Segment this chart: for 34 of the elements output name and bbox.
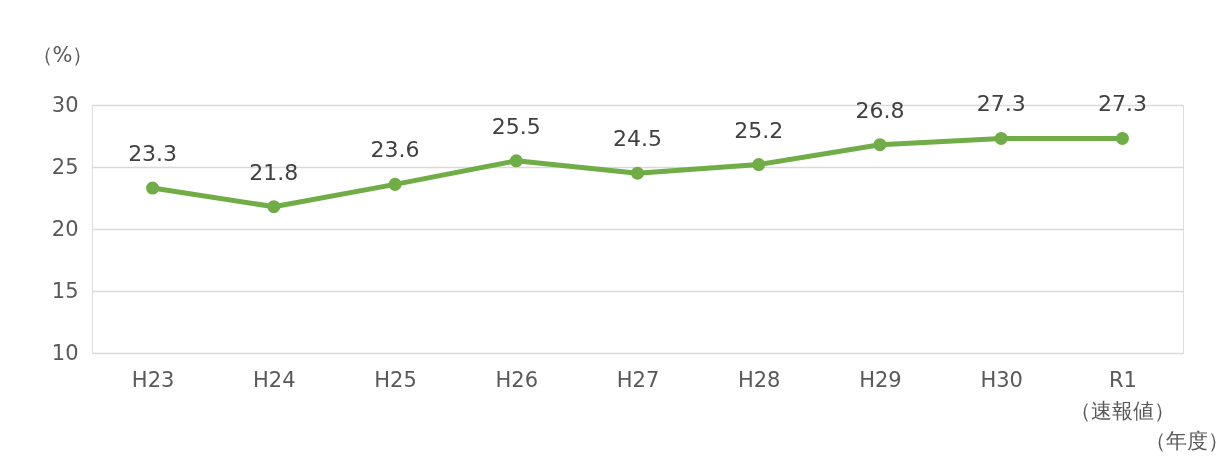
- x-tick-label: H29: [859, 367, 902, 392]
- point: [267, 200, 281, 214]
- y-tick-label: 15: [51, 278, 79, 303]
- y-tick-label: 25: [51, 154, 79, 179]
- data-label: 23.6: [370, 137, 420, 163]
- data-label: 27.3: [976, 91, 1026, 117]
- y-axis-title: （%）: [31, 42, 94, 67]
- point: [873, 138, 887, 152]
- y-tick-label: 20: [51, 216, 79, 241]
- point: [1115, 131, 1129, 145]
- data-label: 27.3: [1097, 91, 1147, 117]
- point: [994, 131, 1008, 145]
- point: [146, 181, 160, 195]
- data-label: 21.8: [249, 159, 299, 185]
- data-label: 25.2: [734, 117, 784, 143]
- data-label: 26.8: [855, 97, 905, 123]
- point: [630, 166, 645, 180]
- x-tick-label: R1 （速報値）: [1070, 367, 1176, 423]
- data-label: 25.5: [491, 113, 541, 139]
- y-tick-label: 10: [51, 340, 79, 365]
- x-tick-label: H25: [374, 367, 417, 392]
- x-tick-label: H28: [737, 367, 781, 392]
- y-tick-label: 30: [51, 92, 79, 117]
- x-tick-label: H30: [980, 367, 1023, 392]
- x-tick-label: H24: [253, 367, 296, 392]
- point: [752, 158, 766, 172]
- point: [388, 177, 402, 191]
- data-label: 24.5: [613, 126, 662, 152]
- point: [509, 154, 523, 168]
- x-tick-label: H26: [495, 367, 539, 392]
- data-label: 23.3: [128, 141, 178, 167]
- x-tick-label: H27: [616, 367, 660, 392]
- x-axis-title: （年度）: [1144, 428, 1229, 453]
- x-tick-label: H23: [131, 367, 175, 392]
